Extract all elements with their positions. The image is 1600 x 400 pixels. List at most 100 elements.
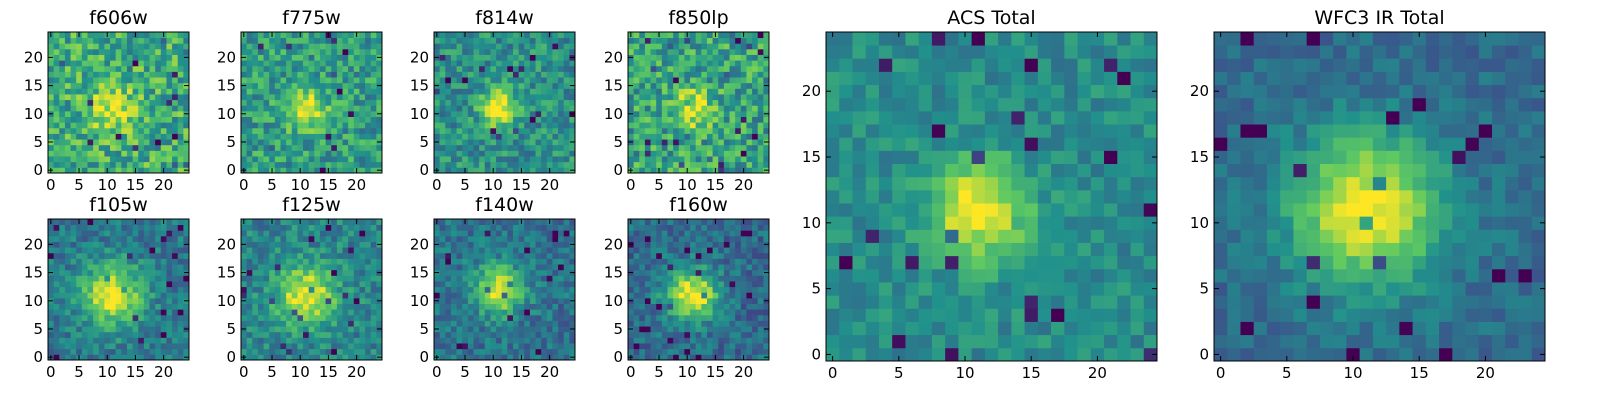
pixel	[473, 144, 480, 151]
pixel	[746, 161, 753, 168]
pixel	[656, 314, 663, 321]
pixel	[484, 88, 491, 95]
pixel	[490, 99, 497, 106]
pixel	[155, 320, 162, 327]
pixel	[183, 48, 190, 55]
pixel	[752, 167, 759, 174]
pixel	[673, 77, 680, 84]
pixel	[291, 269, 298, 276]
pixel	[524, 37, 531, 44]
pixel	[684, 133, 691, 140]
pixel	[353, 156, 360, 163]
pixel	[303, 110, 310, 117]
pixel	[59, 297, 66, 304]
pixel	[729, 116, 736, 123]
pixel	[462, 54, 469, 61]
pixel	[456, 303, 463, 310]
pixel	[456, 116, 463, 123]
pixel	[59, 77, 66, 84]
pixel	[331, 292, 338, 299]
pixel	[370, 241, 377, 248]
pixel	[434, 133, 441, 140]
pixel	[695, 127, 702, 134]
pixel	[286, 281, 293, 288]
pixel	[450, 88, 457, 95]
pixel	[639, 161, 646, 168]
pixel	[479, 94, 486, 101]
pixel	[462, 247, 469, 254]
pixel	[348, 309, 355, 316]
pixel	[462, 343, 469, 350]
pixel	[701, 309, 708, 316]
pixel	[121, 326, 128, 333]
pixel	[473, 252, 480, 259]
pixel	[365, 337, 372, 344]
pixel	[241, 309, 248, 316]
pixel	[729, 60, 736, 67]
pixel	[274, 94, 281, 101]
pixel	[552, 71, 559, 78]
pixel	[353, 77, 360, 84]
pixel	[467, 110, 474, 117]
pixel	[319, 88, 326, 95]
pixel	[286, 219, 293, 226]
pixel	[291, 230, 298, 237]
pixel	[110, 77, 117, 84]
pixel	[752, 343, 759, 350]
pixel	[143, 269, 150, 276]
pixel	[507, 286, 514, 293]
pixel	[303, 133, 310, 140]
pixel	[746, 354, 753, 361]
pixel	[569, 275, 576, 282]
pixel	[752, 43, 759, 50]
pixel	[246, 224, 253, 231]
pixel	[690, 88, 697, 95]
pixel	[155, 43, 162, 50]
pixel	[473, 343, 480, 350]
pixel	[763, 286, 770, 293]
pixel	[325, 297, 332, 304]
pixel	[496, 54, 503, 61]
pixel	[473, 139, 480, 146]
pixel	[280, 219, 287, 226]
pixel	[64, 122, 71, 129]
pixel	[342, 269, 349, 276]
pixel	[467, 48, 474, 55]
pixel	[752, 326, 759, 333]
pixel	[138, 71, 145, 78]
pixel	[257, 65, 264, 72]
pixel	[434, 150, 441, 157]
pixel	[667, 167, 674, 174]
pixel	[172, 167, 179, 174]
pixel	[126, 99, 133, 106]
pixel	[132, 320, 139, 327]
pixel	[633, 337, 640, 344]
pixel	[558, 88, 565, 95]
pixel	[53, 303, 60, 310]
pixel	[473, 354, 480, 361]
pixel	[535, 297, 542, 304]
pixel	[138, 32, 145, 39]
pixel	[93, 343, 100, 350]
pixel	[496, 235, 503, 242]
pixel	[297, 297, 304, 304]
pixel	[535, 269, 542, 276]
pixel	[263, 354, 270, 361]
pixel	[541, 105, 548, 112]
pixel	[673, 71, 680, 78]
pixel	[132, 127, 139, 134]
pixel	[735, 314, 742, 321]
pixel	[365, 150, 372, 157]
pixel	[644, 354, 651, 361]
pixel	[64, 110, 71, 117]
pixel	[93, 48, 100, 55]
pixel	[359, 77, 366, 84]
pixel	[661, 144, 668, 151]
pixel	[336, 105, 343, 112]
pixel	[678, 275, 685, 282]
pixel	[490, 241, 497, 248]
pixel	[303, 309, 310, 316]
pixel	[644, 99, 651, 106]
pixel	[138, 139, 145, 146]
pixel	[706, 71, 713, 78]
